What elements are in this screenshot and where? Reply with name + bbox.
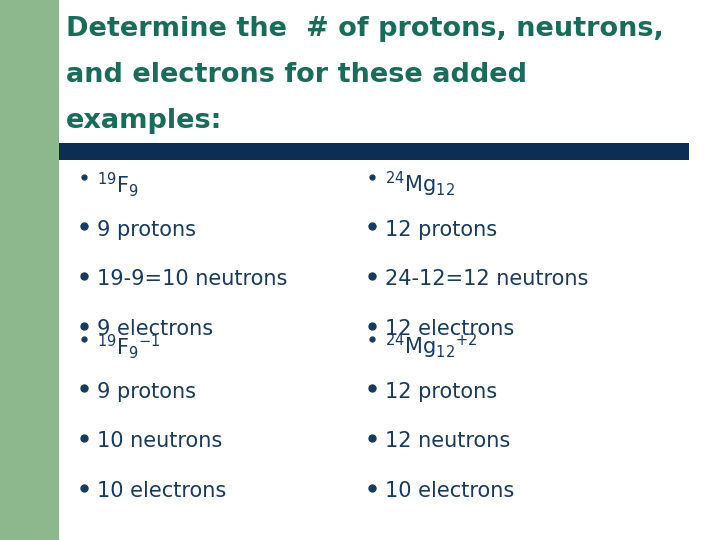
Text: $^{24}$Mg$_{12}$: $^{24}$Mg$_{12}$: [385, 170, 455, 199]
Bar: [59, 143, 689, 160]
Text: 10 neutrons: 10 neutrons: [97, 431, 222, 451]
Text: $^{24}$Mg$_{12}$$^{+2}$: $^{24}$Mg$_{12}$$^{+2}$: [385, 332, 477, 361]
Text: 9 electrons: 9 electrons: [97, 319, 213, 339]
Text: $^{19}$F$_{9}$: $^{19}$F$_{9}$: [97, 170, 139, 199]
Text: 9 protons: 9 protons: [97, 220, 196, 240]
Text: Determine the  # of protons, neutrons,: Determine the # of protons, neutrons,: [66, 16, 664, 42]
Bar: [0, 0, 59, 540]
Text: and electrons for these added: and electrons for these added: [66, 62, 527, 88]
Text: 12 neutrons: 12 neutrons: [385, 431, 510, 451]
Text: 10 electrons: 10 electrons: [97, 481, 227, 501]
Text: 24-12=12 neutrons: 24-12=12 neutrons: [385, 269, 588, 289]
Text: 19-9=10 neutrons: 19-9=10 neutrons: [97, 269, 287, 289]
Text: 12 protons: 12 protons: [385, 220, 498, 240]
Text: 12 protons: 12 protons: [385, 382, 498, 402]
Text: 10 electrons: 10 electrons: [385, 481, 515, 501]
Text: examples:: examples:: [66, 108, 222, 134]
Text: 12 electrons: 12 electrons: [385, 319, 515, 339]
Text: 9 protons: 9 protons: [97, 382, 196, 402]
Text: $^{19}$F$_{9}$$^{-1}$: $^{19}$F$_{9}$$^{-1}$: [97, 332, 161, 361]
